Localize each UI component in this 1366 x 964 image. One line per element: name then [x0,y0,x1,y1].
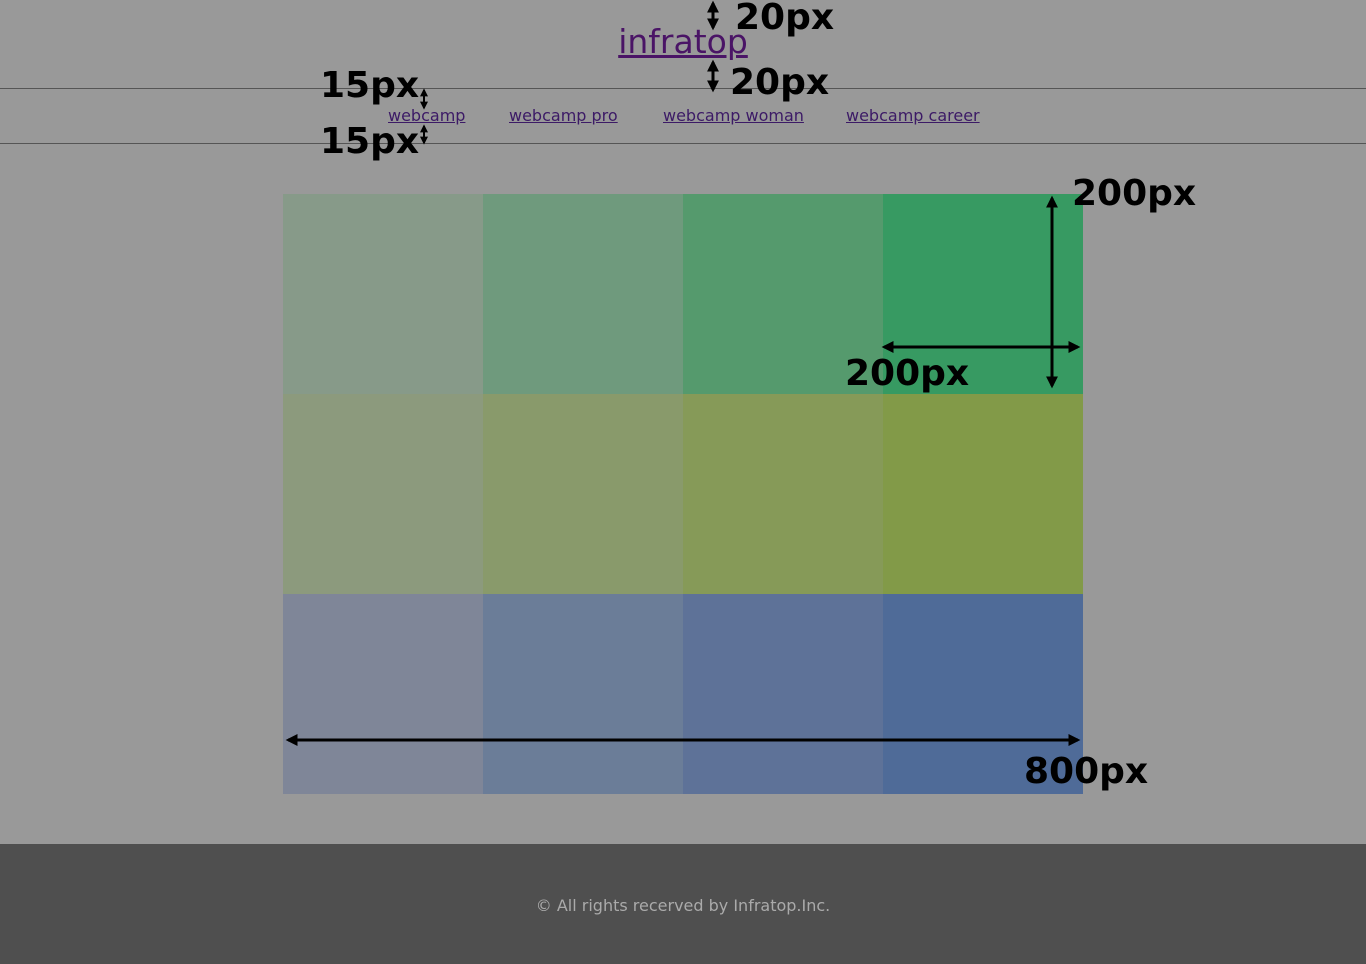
site-title[interactable]: infratop [618,22,748,61]
tile [483,394,683,594]
tile [483,194,683,394]
tile [883,394,1083,594]
tile [283,394,483,594]
tile [683,594,883,794]
annotation: 20px [730,62,830,103]
annotation: 200px [1072,173,1197,214]
annotation: 20px [735,0,835,38]
annotation: 15px [320,65,420,106]
nav-link[interactable]: webcamp pro [509,106,618,125]
footer: © All rights recerved by Infratop.Inc. [0,844,1366,964]
footer-text: © All rights recerved by Infratop.Inc. [535,896,831,915]
annotation: 200px [845,353,970,394]
nav-link[interactable]: webcamp woman [663,106,804,125]
tile [683,394,883,594]
tile [283,594,483,794]
divider [0,143,1366,144]
annotation: 15px [320,121,420,162]
tile [883,594,1083,794]
annotation: 800px [1024,751,1149,792]
nav-link[interactable]: webcamp career [846,106,980,125]
divider [0,88,1366,89]
tile [483,594,683,794]
nav-link[interactable]: webcamp [388,106,466,125]
tile [283,194,483,394]
tile [683,194,883,394]
